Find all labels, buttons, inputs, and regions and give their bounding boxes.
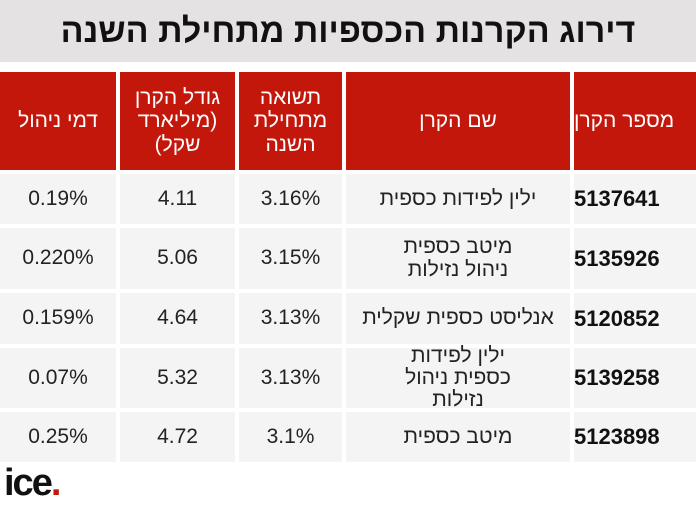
fund-size: 5.32 <box>120 348 235 408</box>
header-fund-number: מספר הקרן <box>574 72 696 170</box>
fund-size: 5.06 <box>120 228 235 289</box>
header-fund-name: שם הקרן <box>346 72 570 170</box>
header-ytd-return: תשואה מתחילת השנה <box>239 72 342 170</box>
ytd-return: 3.13% <box>239 348 342 408</box>
header-fund-size: גודל הקרן (מיליארד שקל) <box>120 72 235 170</box>
fund-number: 5123898 <box>574 412 696 462</box>
ytd-return: 3.15% <box>239 228 342 289</box>
fund-name: ילין לפידות כספית ניהול נזילות <box>346 344 570 411</box>
fund-name: מיטב כספית <box>346 412 570 462</box>
ice-logo: ice. <box>4 462 61 504</box>
fund-name: אנליסט כספית שקלית <box>346 293 570 344</box>
ytd-return: 3.1% <box>239 412 342 462</box>
management-fee: 0.159% <box>0 293 116 344</box>
fund-number: 5120852 <box>574 293 696 344</box>
funds-table: מספר הקרן שם הקרן תשואה מתחילת השנה גודל… <box>0 72 696 462</box>
fund-name: ילין לפידות כספית <box>346 174 570 224</box>
management-fee: 0.19% <box>0 174 116 224</box>
management-fee: 0.220% <box>0 228 116 289</box>
fund-name: מיטב כספית ניהול נזילות <box>346 228 570 289</box>
header-management-fee: דמי ניהול <box>0 72 116 170</box>
fund-number: 5135926 <box>574 228 696 289</box>
fund-size: 4.11 <box>120 174 235 224</box>
fund-number: 5139258 <box>574 348 696 408</box>
management-fee: 0.07% <box>0 348 116 408</box>
page-title: דירוג הקרנות הכספיות מתחילת השנה <box>0 0 696 62</box>
ytd-return: 3.16% <box>239 174 342 224</box>
management-fee: 0.25% <box>0 412 116 462</box>
fund-number: 5137641 <box>574 174 696 224</box>
fund-size: 4.64 <box>120 293 235 344</box>
ytd-return: 3.13% <box>239 293 342 344</box>
fund-size: 4.72 <box>120 412 235 462</box>
